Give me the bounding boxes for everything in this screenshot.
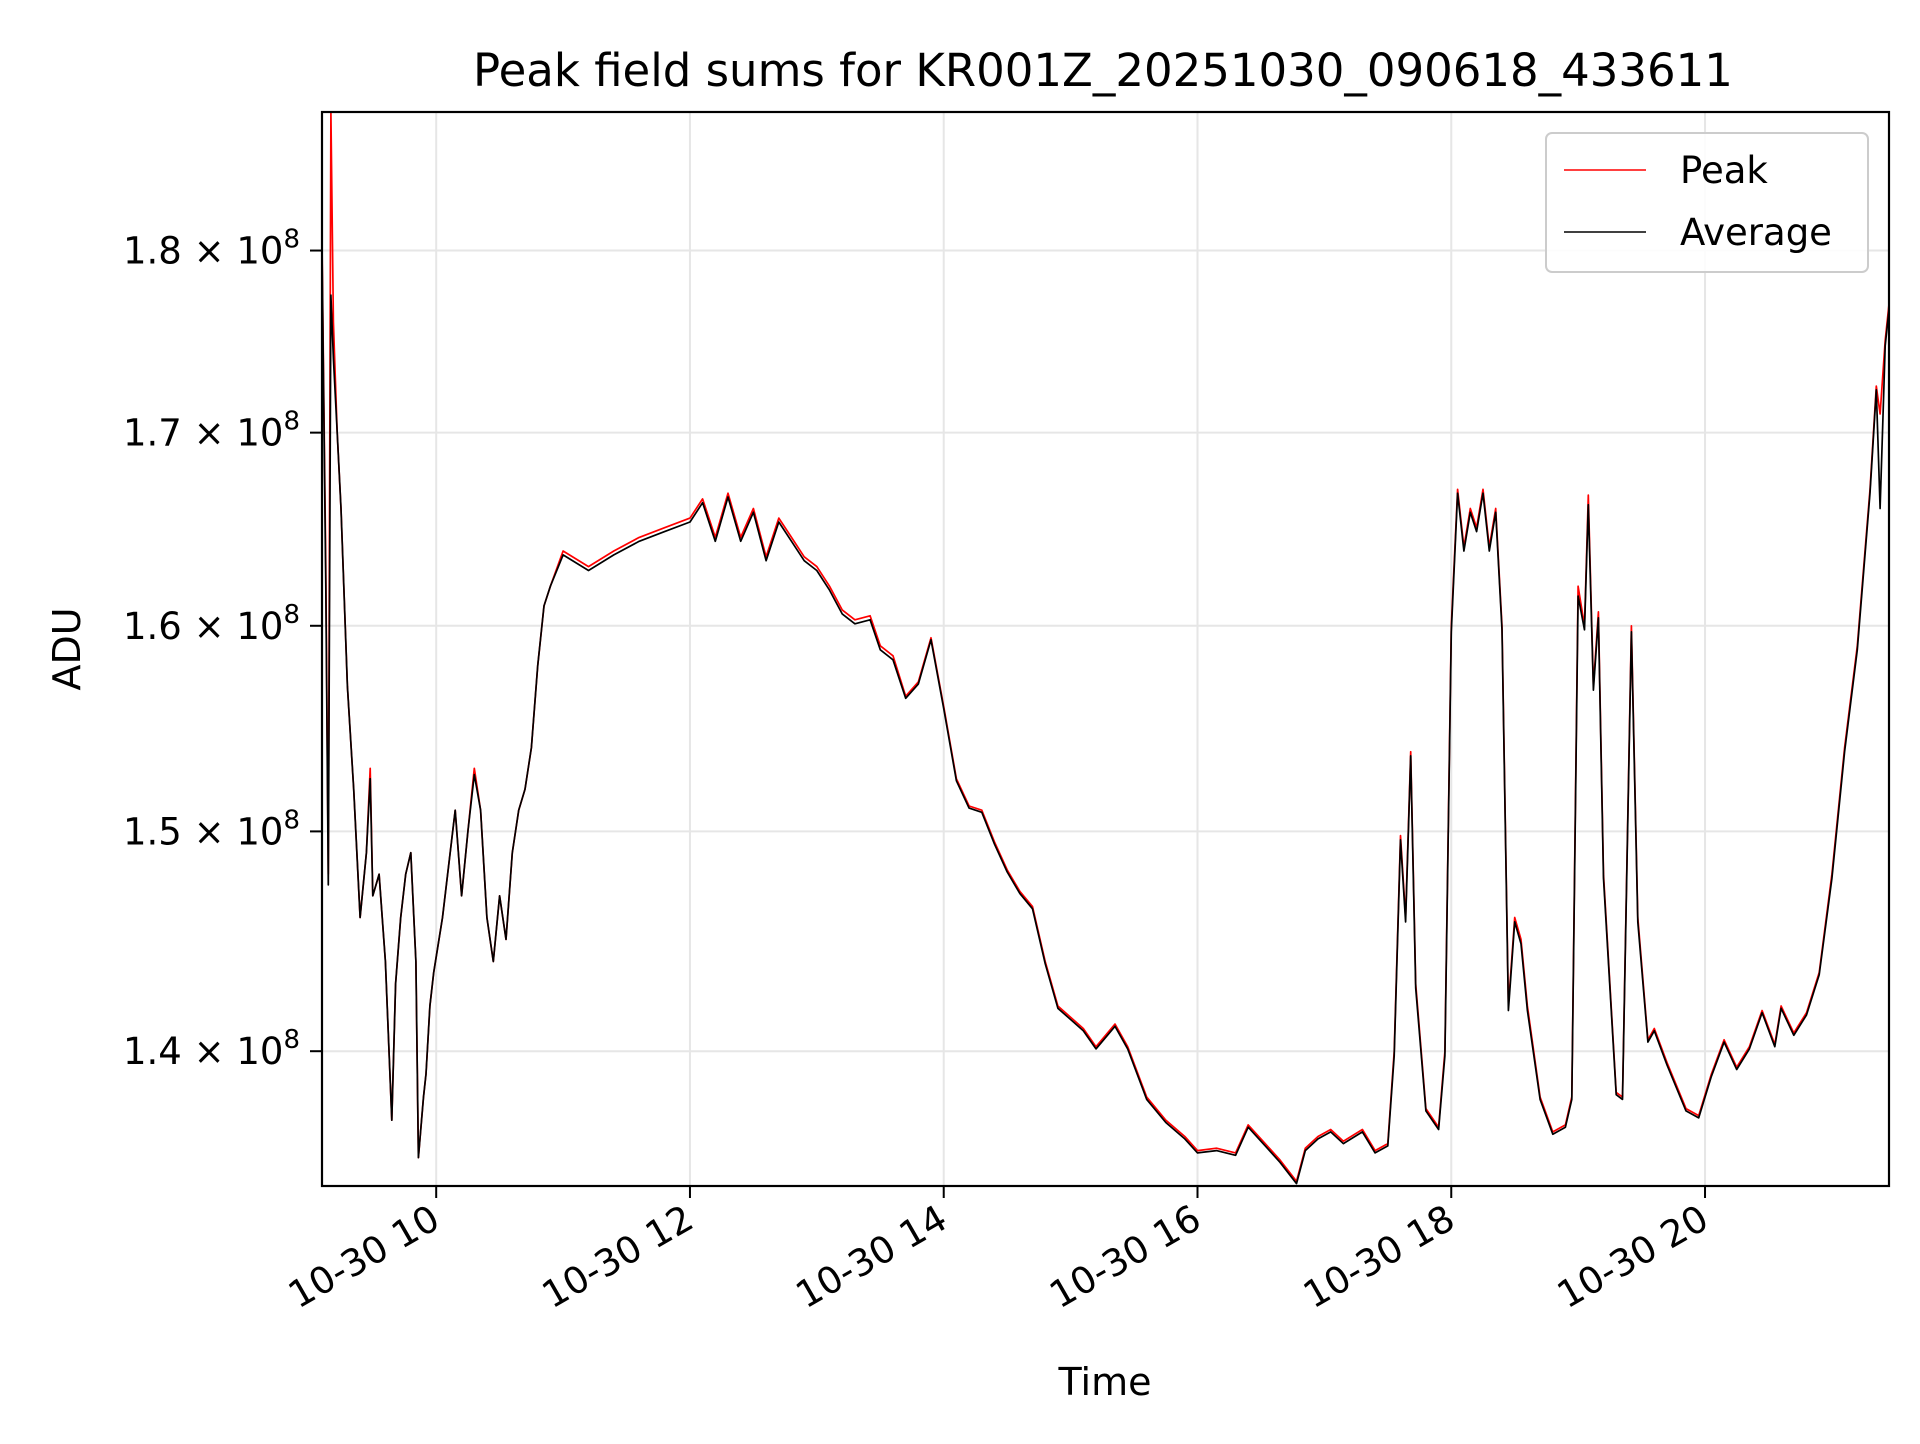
x-tick-label: 10-30 20 (1550, 1197, 1716, 1317)
x-tick-label: 10-30 12 (535, 1197, 701, 1317)
grid-lines (322, 112, 1889, 1186)
x-tick-label: 10-30 18 (1296, 1197, 1462, 1317)
legend: Peak Average (1545, 132, 1869, 273)
y-tick-label: 1.6 × 108 (123, 600, 300, 648)
y-tick-exponent: 8 (283, 805, 300, 835)
y-tick-mantissa: 1.6 × 10 (123, 605, 283, 648)
y-tick-label: 1.5 × 108 (123, 805, 300, 853)
y-tick-exponent: 8 (283, 1025, 300, 1055)
y-tick-exponent: 8 (283, 600, 300, 630)
series-line-average (322, 250, 1889, 1185)
y-tick-mantissa: 1.8 × 10 (123, 230, 283, 273)
plot-frame (320, 110, 1891, 1188)
x-axis-label: Time (1058, 1360, 1152, 1404)
y-tick-label: 1.8 × 108 (123, 225, 300, 273)
chart-title: Peak field sums for KR001Z_20251030_0906… (473, 44, 1733, 97)
x-tick-label: 10-30 10 (281, 1197, 447, 1317)
x-tick-label: 10-30 16 (1042, 1197, 1208, 1317)
y-tick-exponent: 8 (283, 225, 300, 255)
x-tick-label: 10-30 14 (789, 1197, 955, 1317)
x-axis-ticks: 10-30 10 10-30 12 10-30 14 10-30 16 10-30 18… (281, 1186, 1716, 1317)
legend-label-average: Average (1680, 211, 1832, 254)
legend-box (1545, 132, 1869, 273)
y-tick-exponent: 8 (283, 407, 300, 437)
y-axis-label: ADU (45, 607, 89, 690)
y-tick-label: 1.7 × 108 (123, 407, 300, 455)
series-lines (322, 112, 1889, 1185)
legend-label-peak: Peak (1680, 149, 1768, 192)
y-tick-mantissa: 1.7 × 10 (123, 412, 283, 455)
y-tick-mantissa: 1.4 × 10 (123, 1030, 283, 1073)
y-tick-mantissa: 1.5 × 10 (123, 810, 283, 853)
y-tick-label: 1.4 × 108 (123, 1025, 300, 1073)
